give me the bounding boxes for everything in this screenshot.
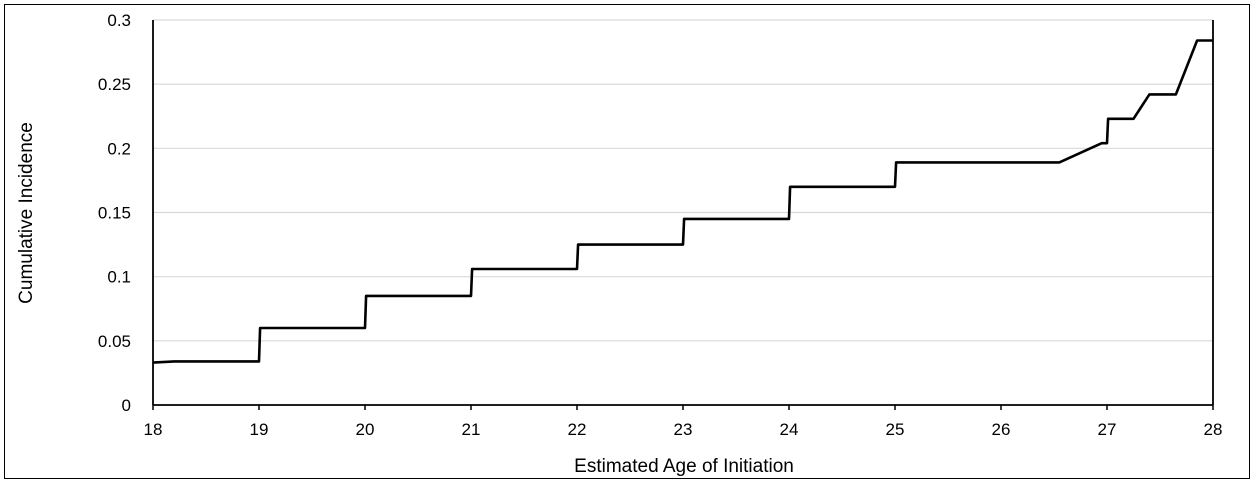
y-tick-label: 0 <box>122 396 131 415</box>
y-tick-label: 0.25 <box>98 75 131 94</box>
x-axis-title: Estimated Age of Initiation <box>574 456 794 477</box>
axes <box>152 20 1214 410</box>
x-tick-label: 21 <box>462 420 481 439</box>
x-tick-label: 25 <box>886 420 905 439</box>
y-tick-label: 0.2 <box>107 139 131 158</box>
y-tick-label: 0.05 <box>98 332 131 351</box>
chart-frame <box>4 4 1250 479</box>
x-tick-label: 28 <box>1204 420 1223 439</box>
y-tick-label: 0.1 <box>107 268 131 287</box>
gridlines <box>153 19 1213 342</box>
x-tick-label: 20 <box>356 420 375 439</box>
x-tick-label: 26 <box>992 420 1011 439</box>
series-layer <box>152 39 1213 364</box>
x-tick-label: 22 <box>568 420 587 439</box>
x-tick-labels: 18 19 20 21 22 23 24 25 26 27 28 <box>144 420 1223 439</box>
y-tick-label: 0.3 <box>107 11 131 30</box>
x-tick-label: 27 <box>1098 420 1117 439</box>
y-tick-label: 0.15 <box>98 204 131 223</box>
series-line <box>152 39 1213 364</box>
x-tick-label: 18 <box>144 420 163 439</box>
x-tick-label: 24 <box>780 420 799 439</box>
y-tick-labels: 0 0.05 0.1 0.15 0.2 0.25 0.3 <box>98 11 131 415</box>
x-tick-label: 23 <box>674 420 693 439</box>
x-tick-label: 19 <box>250 420 269 439</box>
y-axis-title: Cumulative Incidence <box>16 122 37 304</box>
